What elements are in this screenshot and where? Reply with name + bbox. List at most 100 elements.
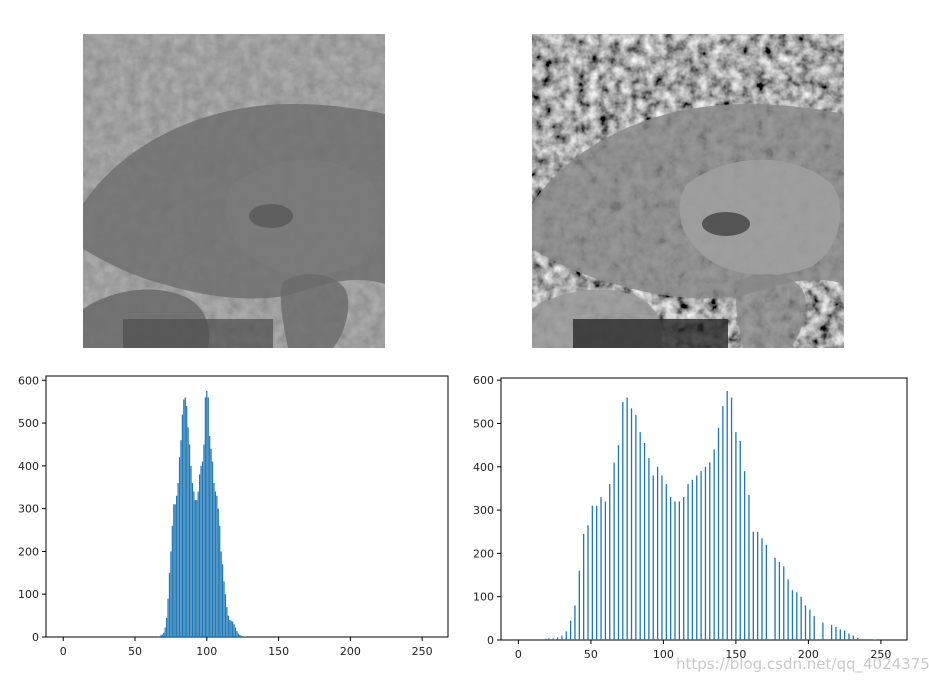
histogram-bar: [778, 562, 781, 640]
histogram-bar: [765, 544, 768, 640]
histogram-bar: [565, 631, 567, 640]
y-tick-label: 0: [32, 631, 39, 644]
histogram-bar: [713, 449, 715, 640]
y-tick-label: 600: [18, 374, 39, 387]
y-tick-label: 300: [18, 503, 39, 516]
histogram-bar: [787, 579, 789, 640]
histogram-bar: [181, 414, 184, 637]
histogram-bar: [735, 432, 737, 640]
histogram-bar: [210, 448, 212, 637]
histogram-bar: [164, 627, 166, 637]
histogram-bar: [761, 538, 763, 640]
histogram-bar: [226, 607, 228, 637]
y-tick-label: 500: [473, 417, 494, 430]
watermark-url: https://blog.csdn.net/qq_40243750: [676, 655, 929, 673]
histogram-bar: [552, 638, 554, 640]
bars-group: [157, 390, 247, 637]
histogram-bar: [613, 462, 615, 640]
histogram-bar: [171, 525, 173, 637]
histogram-bar: [656, 466, 659, 640]
histogram-bar: [209, 435, 211, 637]
x-tick-label: 100: [653, 648, 674, 661]
histogram-bar: [187, 427, 189, 637]
histogram-bar: [229, 619, 231, 637]
histogram-equalized: 0 50 100 150 200 250 0 100 200 300 400 500 600: [473, 374, 908, 661]
histogram-bar: [852, 635, 855, 640]
histogram-bar: [630, 408, 633, 640]
x-tick-label: 0: [515, 648, 522, 661]
histogram-bar: [669, 497, 672, 640]
histogram-bar: [186, 405, 188, 637]
histogram-bar: [236, 631, 238, 637]
y-tick-label: 600: [473, 374, 494, 387]
histogram-bar: [665, 484, 667, 640]
histogram-bar: [626, 397, 628, 640]
histogram-bar: [709, 462, 711, 640]
histogram-bar: [167, 598, 169, 637]
histogram-bar: [214, 491, 217, 637]
histogram-bar: [870, 639, 872, 640]
histogram-bar: [704, 466, 707, 640]
histogram-bar: [220, 551, 222, 637]
y-tick-label: 100: [18, 588, 39, 601]
histogram-bar: [230, 620, 232, 637]
histogram-bar: [207, 397, 209, 637]
histogram-bar: [556, 637, 559, 640]
histogram-bar: [227, 615, 229, 637]
histogram-bar: [173, 504, 175, 637]
histogram-bar: [194, 500, 196, 637]
histogram-bar: [221, 564, 224, 637]
histogram-bar: [839, 629, 841, 640]
histogram-bar: [203, 444, 205, 637]
histogram-bar: [233, 624, 235, 637]
y-tick-label: 500: [18, 417, 39, 430]
histogram-bar: [180, 440, 182, 637]
histogram-bar: [752, 531, 754, 640]
histogram-bar: [168, 572, 171, 637]
histogram-bar: [726, 390, 728, 640]
histogram-bar: [578, 570, 580, 640]
histogram-bar: [199, 474, 201, 637]
histogram-bar: [743, 471, 746, 640]
x-ticks-group: 0 50 100 150 200 250: [515, 640, 891, 661]
x-tick-label: 200: [340, 645, 361, 658]
histogram-bar: [587, 525, 589, 640]
x-tick-label: 50: [128, 645, 142, 658]
histogram-bar: [609, 484, 611, 640]
histogram-bar: [804, 605, 807, 640]
histogram-bar: [206, 390, 208, 637]
histogram-bar: [158, 636, 161, 637]
histogram-bar: [722, 406, 724, 640]
y-ticks-group: 0 100 200 300 400 500 600: [473, 374, 501, 647]
histogram-bar: [224, 594, 227, 637]
histogram-bar: [582, 533, 585, 640]
histogram-bar: [661, 475, 663, 640]
histogram-bar: [232, 621, 234, 637]
histogram-bar: [561, 635, 563, 640]
x-tick-label: 250: [870, 648, 891, 661]
histogram-bar: [791, 590, 794, 640]
low-contrast-frog-photo: [83, 34, 385, 348]
histogram-bar: [622, 401, 624, 640]
histogram-bar: [848, 633, 850, 640]
histogram-bar: [674, 501, 676, 640]
histogram-bar: [822, 622, 824, 640]
plot-frame: [500, 377, 908, 641]
y-tick-label: 400: [18, 460, 39, 473]
histogram-bar: [591, 505, 594, 640]
histogram-bar: [574, 605, 576, 640]
histogram-bar: [234, 627, 237, 637]
histogram-bar: [188, 444, 191, 637]
histogram-bar: [835, 627, 837, 640]
y-tick-label: 400: [473, 461, 494, 474]
x-tick-label: 0: [60, 645, 67, 658]
histogram-bar: [730, 397, 733, 640]
y-tick-label: 200: [18, 545, 39, 558]
y-tick-label: 0: [487, 634, 494, 647]
histogram-bar: [796, 592, 798, 640]
histogram-bar: [748, 494, 750, 640]
histogram-original: 0 50 100 150 200 250 0 100 200 300 400 500 600: [18, 374, 449, 658]
histogram-bar: [739, 440, 741, 640]
plot-frame-group: [45, 375, 449, 638]
x-tick-label: 200: [798, 648, 819, 661]
